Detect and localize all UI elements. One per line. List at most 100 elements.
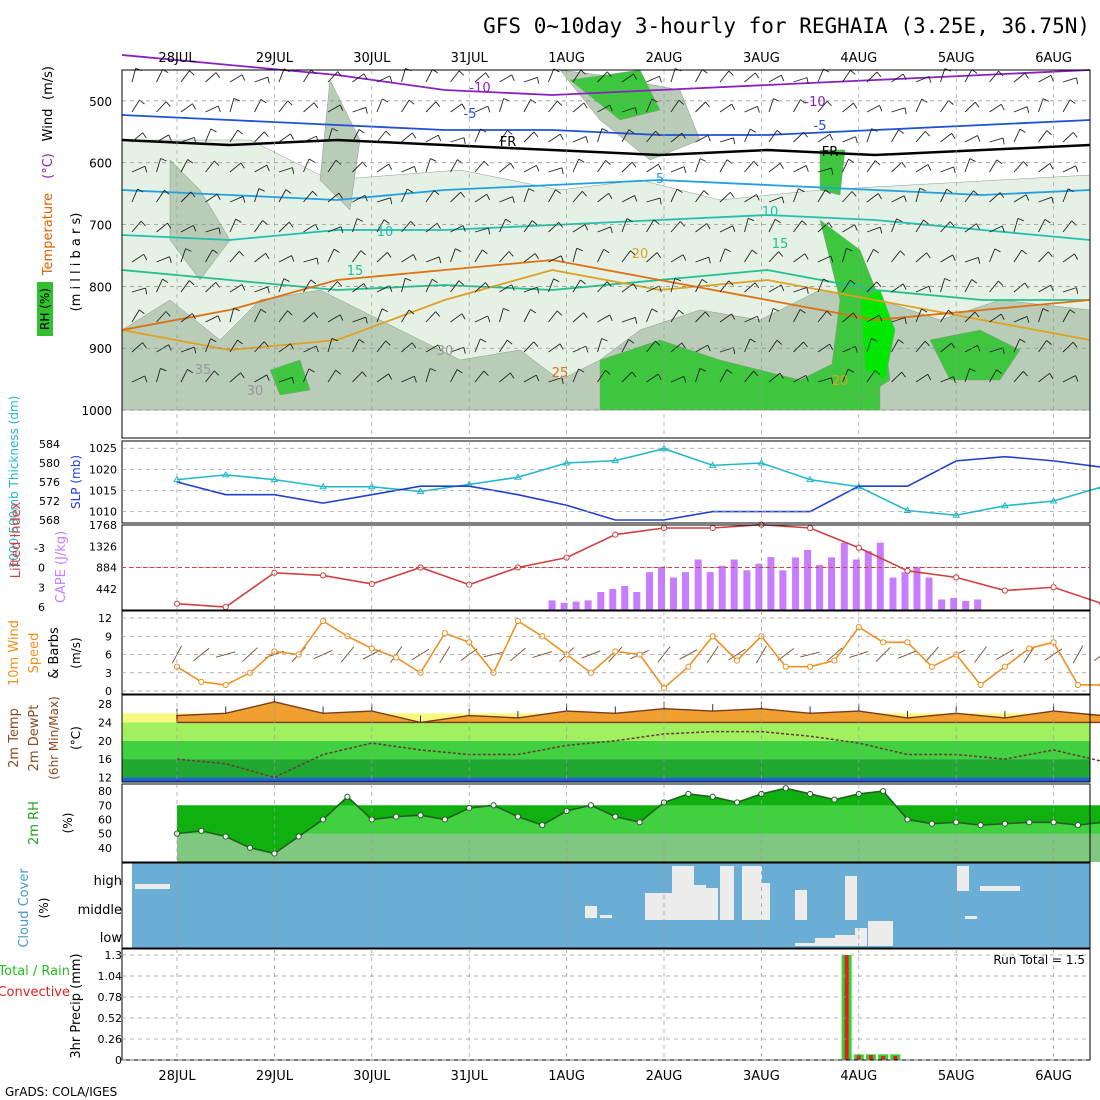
wind-barb-feather	[192, 103, 197, 110]
wind-barb	[572, 247, 583, 263]
wind-barb-shaft	[646, 219, 655, 233]
precip-tick-label: 0.78	[98, 991, 123, 1004]
wind-barb-feather	[974, 311, 980, 318]
wind-barb-feather	[360, 250, 366, 256]
contour-label: -5	[464, 107, 477, 122]
wind-barb-shaft	[940, 376, 954, 383]
wind-barb-feather	[1022, 371, 1028, 377]
cape-bar	[621, 585, 629, 610]
wind-barb-feather	[731, 313, 736, 320]
temp-axis-label-1: 2m Temp	[7, 708, 22, 768]
wind-barb	[1062, 375, 1079, 383]
wind-barb-shaft	[450, 313, 463, 323]
wind-barb-feather	[287, 100, 293, 106]
cape-bar	[913, 566, 921, 610]
wind-barb-feather	[728, 70, 734, 76]
wind-barb-feather	[560, 255, 564, 262]
wind-barb	[523, 341, 539, 353]
wind-barb-shaft	[695, 223, 708, 233]
wind-barb	[572, 158, 585, 173]
wind-barb	[572, 279, 586, 293]
wind-barb-shaft	[793, 131, 804, 143]
wind-barb	[327, 369, 341, 383]
wind-barb	[131, 132, 147, 143]
wind-barb-feather	[826, 310, 832, 316]
wind-barb	[695, 279, 708, 293]
wind-barb-shaft	[474, 282, 486, 293]
wind-barb	[940, 376, 956, 383]
wind-barb-shaft	[1038, 74, 1052, 83]
wind-barb-feather	[606, 281, 612, 287]
rh-tick-label: 50	[98, 828, 112, 841]
wind-barb-shaft	[793, 220, 803, 233]
wind-barb	[352, 73, 368, 83]
wind-barb-shaft	[572, 345, 587, 353]
wind-barb-shaft	[450, 70, 460, 83]
wind-barb	[842, 346, 858, 353]
wind-barb-shaft	[401, 278, 406, 293]
wind-barb	[1062, 309, 1076, 323]
wind-barb-shaft	[376, 163, 389, 173]
wind-barb-shaft	[719, 137, 734, 143]
wind-barb	[817, 310, 832, 323]
cape-bar	[840, 542, 848, 610]
wind-barb	[254, 76, 270, 84]
wind-barb	[989, 369, 1002, 383]
wind-barb-feather	[733, 137, 736, 145]
wind-barb-shaft	[1013, 106, 1028, 113]
wind-barb-feather	[389, 285, 393, 292]
wind-barb-shaft	[891, 339, 899, 353]
wind-barb-shaft	[548, 189, 556, 203]
wind-barb-feather	[804, 253, 809, 260]
wind-barb	[425, 256, 442, 264]
wind-barb	[180, 224, 197, 233]
wind-barb	[989, 159, 1003, 173]
wind-barb-feather	[952, 254, 956, 261]
wind-barb	[670, 188, 683, 203]
wind-barb-feather	[830, 255, 834, 263]
wind-barb-feather	[455, 248, 462, 252]
wind-barb-shaft	[891, 317, 906, 323]
pressure-tick-label: 900	[89, 342, 112, 356]
wind-barb-shaft	[499, 130, 508, 143]
wind-barb-shaft	[523, 220, 533, 233]
wind-barb-feather	[164, 189, 170, 195]
wind-barb	[425, 190, 440, 203]
cloud-cover-block	[706, 888, 718, 920]
wind-barb-feather	[1024, 72, 1029, 79]
wind-barb-feather	[683, 166, 687, 173]
wind-barb-feather	[461, 313, 466, 320]
temp-tick-label: 12	[98, 771, 112, 784]
wind-barb-feather	[601, 128, 608, 132]
wind-barb-feather	[431, 278, 438, 284]
wind-barb	[401, 342, 417, 353]
temp-band	[122, 740, 1090, 760]
wind-barb	[499, 339, 513, 353]
wind-barb-shaft	[1062, 165, 1076, 173]
wind-barb-shaft	[327, 71, 338, 83]
wind-barb	[842, 136, 858, 143]
date-label-bottom: 1AUG	[548, 1069, 585, 1084]
rh-line-point	[441, 816, 448, 823]
wind-barb-feather	[682, 254, 687, 261]
wind-barb-shaft	[744, 218, 749, 233]
wind-barb-feather	[144, 166, 148, 173]
wind-barb-shaft	[989, 159, 998, 173]
cape-bar	[876, 542, 884, 610]
wind-barb-shaft	[744, 106, 758, 113]
wind-barb-shaft	[376, 130, 387, 143]
wind-barb-feather	[779, 372, 784, 379]
wind-barb	[817, 189, 831, 203]
wind-barb-feather	[1019, 128, 1026, 133]
wind-barb-shaft	[278, 376, 293, 383]
wind-barb-feather	[683, 376, 687, 383]
wind-barb-shaft	[523, 341, 535, 353]
wind-barb-shaft	[548, 100, 558, 113]
wind-barb-feather	[853, 102, 858, 109]
wind-barb	[744, 194, 760, 203]
wind-barb-feather	[781, 196, 785, 204]
precip-axis-label: 3hr Precip (mm)	[69, 953, 84, 1058]
wind-barb-feather	[404, 277, 412, 282]
wind-barb-shaft	[989, 225, 1003, 233]
wind-barb-feather	[705, 101, 710, 108]
